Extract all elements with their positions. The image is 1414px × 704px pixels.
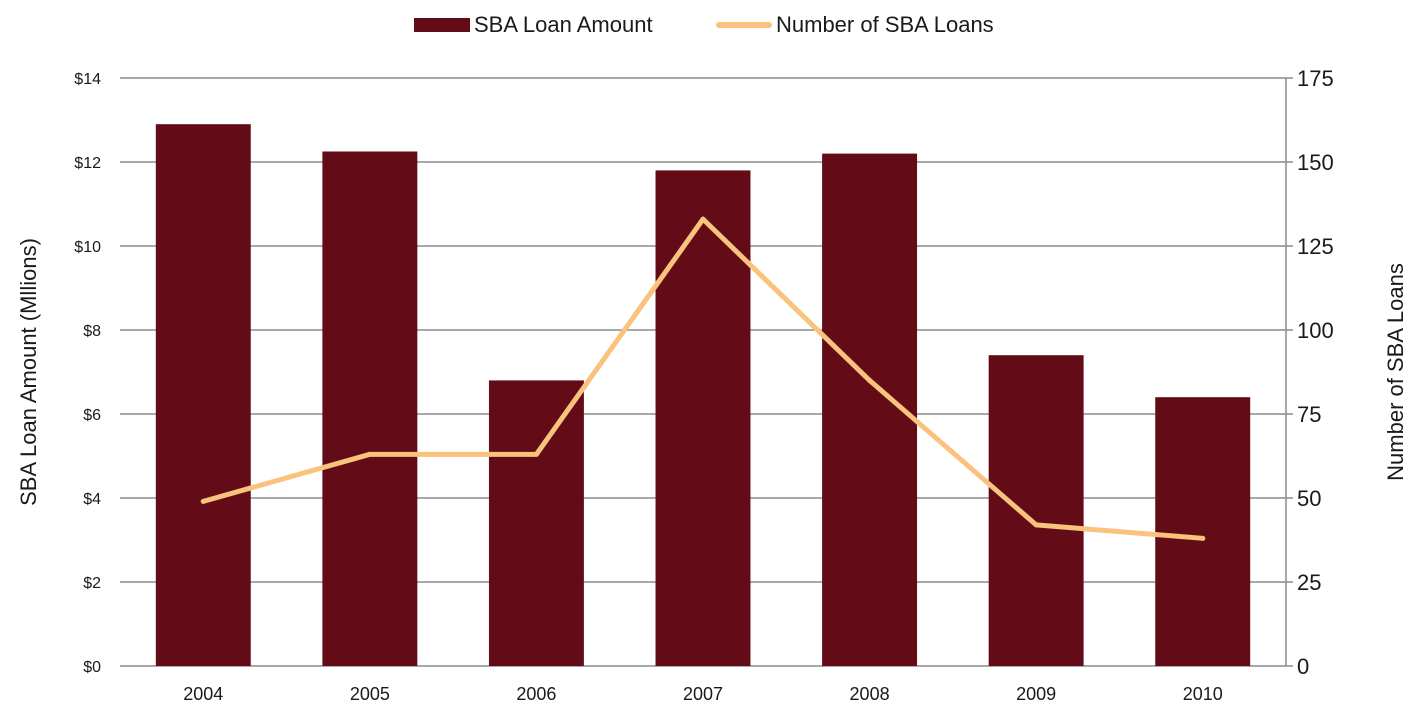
legend-label-loan-count: Number of SBA Loans xyxy=(776,12,994,37)
line-point xyxy=(533,451,539,457)
bar xyxy=(655,170,751,666)
right-axis-tick-label: 50 xyxy=(1297,486,1321,511)
x-axis-tick-label: 2010 xyxy=(1183,684,1223,704)
right-axis-tick-label: 0 xyxy=(1297,654,1309,679)
left-axis-tick-label: $6 xyxy=(83,407,101,424)
x-axis-tick-label: 2004 xyxy=(183,684,223,704)
right-axis-tick-label: 25 xyxy=(1297,570,1321,595)
right-axis-title: Number of SBA Loans xyxy=(1383,263,1408,481)
line-point xyxy=(1033,522,1039,528)
right-axis-tick-label: 175 xyxy=(1297,66,1334,91)
left-axis-title: SBA Loan Amount (Mllions) xyxy=(16,238,41,506)
legend-swatch-line xyxy=(716,22,772,28)
left-axis-tick-label: $14 xyxy=(74,71,101,88)
bar xyxy=(155,124,251,666)
legend-item-loan-amount: SBA Loan Amount xyxy=(414,10,653,40)
legend: SBA Loan Amount Number of SBA Loans xyxy=(0,10,1414,40)
legend-item-loan-count: Number of SBA Loans xyxy=(716,10,994,40)
line-point xyxy=(1200,535,1206,541)
bar xyxy=(1155,397,1251,666)
left-axis-tick-label: $10 xyxy=(74,239,101,256)
right-axis-tick-label: 75 xyxy=(1297,402,1321,427)
left-axis-tick-label: $8 xyxy=(83,323,101,340)
legend-label-loan-amount: SBA Loan Amount xyxy=(474,12,653,37)
left-axis-tick-label: $4 xyxy=(83,491,101,508)
right-axis-tick-label: 125 xyxy=(1297,234,1334,259)
left-axis-tick-label: $0 xyxy=(83,659,101,676)
x-axis-tick-label: 2009 xyxy=(1016,684,1056,704)
line-point xyxy=(700,216,706,222)
line-point xyxy=(867,377,873,383)
x-axis-tick-label: 2008 xyxy=(850,684,890,704)
x-axis-tick-label: 2005 xyxy=(350,684,390,704)
right-axis-tick-label: 150 xyxy=(1297,150,1334,175)
line-point xyxy=(367,451,373,457)
legend-swatch-bar xyxy=(414,18,470,32)
bar xyxy=(322,151,418,666)
bar xyxy=(488,380,584,666)
left-axis-tick-label: $12 xyxy=(74,155,101,172)
right-axis-tick-label: 100 xyxy=(1297,318,1334,343)
bar xyxy=(988,355,1084,666)
x-axis-tick-label: 2007 xyxy=(683,684,723,704)
line-point xyxy=(200,498,206,504)
left-axis-tick-label: $2 xyxy=(83,575,101,592)
x-axis-tick-label: 2006 xyxy=(516,684,556,704)
